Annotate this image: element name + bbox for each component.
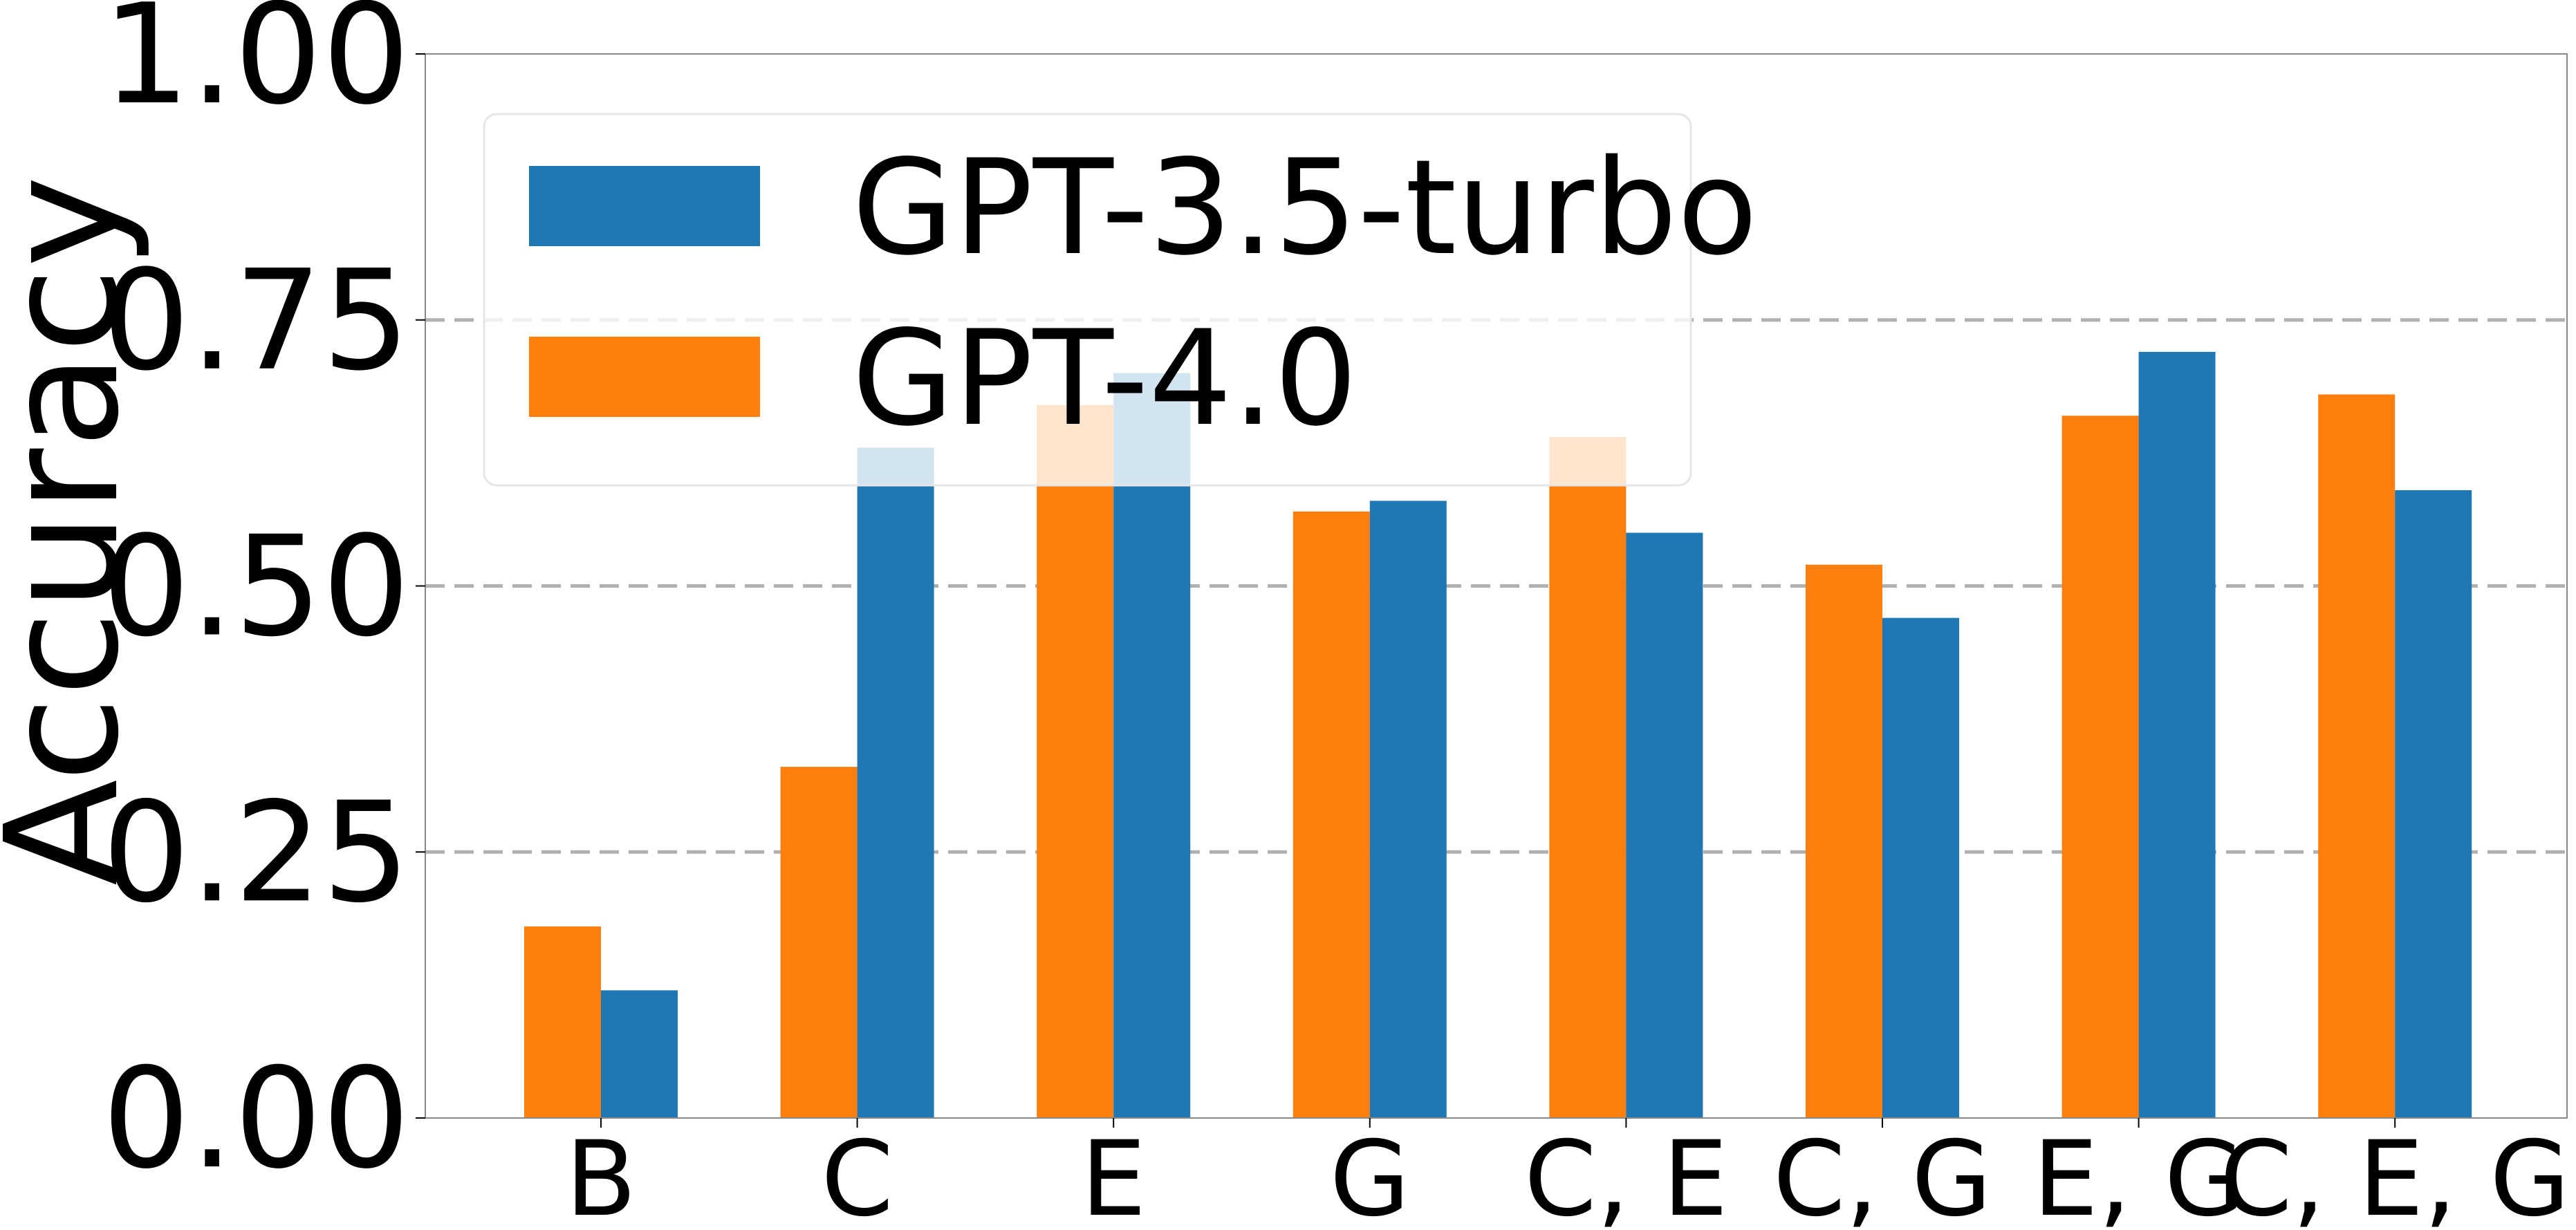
bar-gpt-4-0-c-e-g <box>2318 394 2396 1118</box>
bar-gpt-3-5-turbo-g <box>1369 501 1447 1118</box>
y-tick-label: 0.25 <box>102 772 410 933</box>
legend-label: GPT-4.0 <box>852 302 1358 455</box>
y-ticks: 0.00 0.25 0.50 0.75 1.00 <box>102 0 425 1200</box>
bar-gpt-4-0-e <box>1037 404 1114 1118</box>
y-axis-label: Accuracy <box>0 176 154 886</box>
x-ticks: B C E G C, E C, G E, GC, E, G <box>566 1118 2570 1230</box>
bar-gpt-4-0-g <box>1292 511 1370 1118</box>
bar-gpt-4-0-b <box>524 926 601 1118</box>
bar-gpt-4-0-e-g <box>2061 416 2139 1118</box>
x-tick-label: C, E, G <box>2220 1119 2570 1230</box>
legend-swatch <box>529 337 760 417</box>
bar-gpt-4-0-c-e <box>1549 437 1627 1118</box>
bar-gpt-3-5-turbo-b <box>601 990 678 1118</box>
bar-gpt-3-5-turbo-e <box>1113 373 1191 1119</box>
x-tick-label: C <box>821 1119 893 1230</box>
y-tick-label: 0.50 <box>102 507 410 668</box>
y-tick-label: 0.00 <box>102 1038 410 1200</box>
legend-box <box>483 113 1692 487</box>
legend-swatch <box>529 166 760 246</box>
x-tick-label: G <box>1330 1119 1410 1230</box>
bar-gpt-4-0-c <box>780 767 858 1118</box>
bar-gpt-3-5-turbo-c <box>857 447 934 1118</box>
legend-label: GPT-3.5-turbo <box>852 131 1758 284</box>
x-tick-label: C, E <box>1524 1119 1728 1230</box>
bar-gpt-4-0-c-g <box>1806 564 1882 1118</box>
x-tick-label: E, G <box>2032 1119 2244 1230</box>
x-tick-label: B <box>566 1119 637 1230</box>
bar-gpt-3-5-turbo-c-g <box>1882 617 1959 1118</box>
legend: GPT-3.5-turbo GPT-4.0 <box>483 113 1758 487</box>
x-tick-label: C, G <box>1773 1119 1992 1230</box>
bars <box>524 351 2472 1119</box>
bar-gpt-3-5-turbo-e-g <box>2138 351 2216 1118</box>
y-tick-label: 0.75 <box>102 241 410 402</box>
y-tick-label: 1.00 <box>102 0 410 136</box>
x-tick-label: E <box>1081 1119 1147 1230</box>
bar-gpt-3-5-turbo-c-e <box>1626 532 1703 1118</box>
bar-gpt-3-5-turbo-c-e-g <box>2395 490 2472 1118</box>
